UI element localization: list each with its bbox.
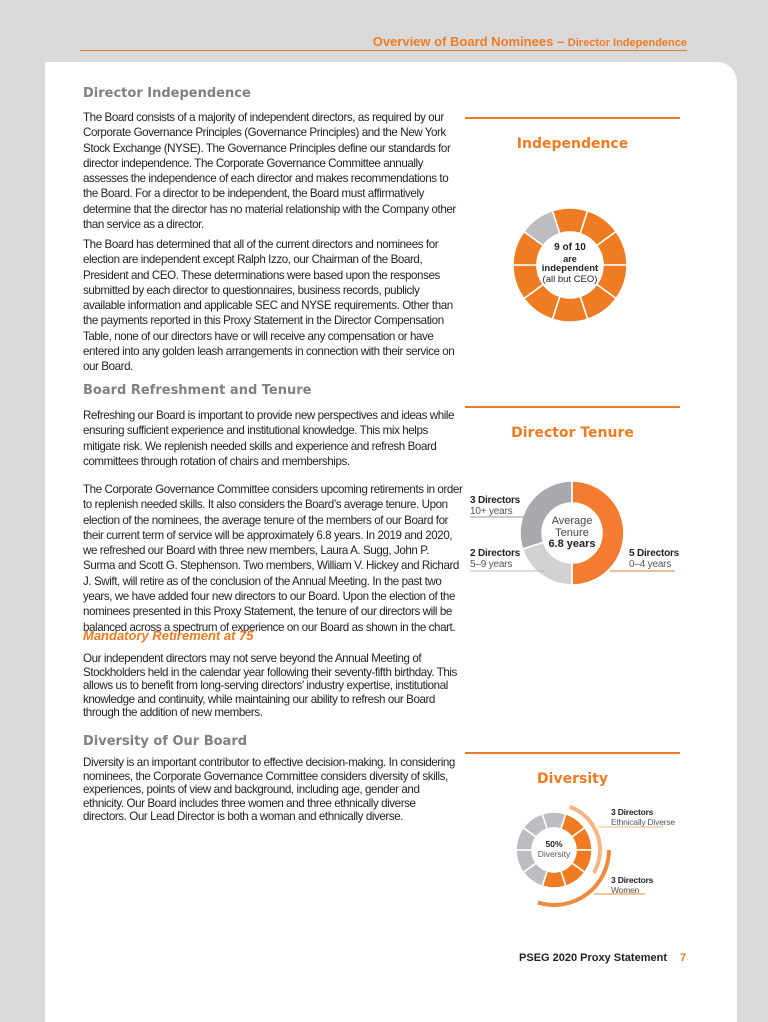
paragraph: Our independent directors may not serve … [83, 652, 457, 720]
tenure-center-text: Average Tenure 6.8 years [522, 515, 622, 551]
text-line: determine that the director has no mater… [83, 202, 456, 216]
text-line: election of the nominees, the average te… [83, 513, 449, 527]
donut-segment-tenure-2 [519, 480, 573, 551]
diversity-label-ethnic: 3 Directors Ethnically Diverse [611, 807, 675, 827]
center-line: Diversity [537, 848, 571, 859]
text-line: entered into any golden leash arrangemen… [83, 345, 455, 359]
header-separator: – [553, 34, 568, 49]
text-line: mitigate risk. We replenish needed skill… [83, 439, 437, 453]
text-line: ethnicity. Our Board includes three wome… [83, 796, 416, 810]
paragraph: Refreshing our Board is important to pro… [83, 408, 455, 469]
text-line: to replenish needed skills. It also cons… [83, 498, 448, 512]
paragraph: Diversity is an important contributor to… [83, 756, 455, 824]
text-line: Corporate Governance Principles (Governa… [83, 126, 446, 140]
text-line: we refreshed our Board with three new me… [83, 544, 429, 558]
tenure-title: Director Tenure [511, 425, 634, 441]
independence-center-text: 9 of 10 are independent (all but CEO) [520, 242, 620, 285]
label-range: 5–9 years [470, 559, 513, 570]
text-line: directors. Our Lead Director is both a w… [83, 810, 404, 824]
paragraph: The Board has determined that all of the… [83, 237, 455, 375]
header-rule [80, 50, 687, 51]
text-line: Refreshing our Board is important to pro… [83, 409, 455, 422]
independence-title: Independence [516, 136, 629, 152]
text-line: The Corporate Governance Committee consi… [83, 483, 463, 496]
center-line: Tenure [555, 526, 589, 539]
text-line: balanced across a spectrum of experience… [83, 620, 456, 634]
text-line: Our independent directors may not serve … [83, 652, 422, 665]
arc-ethnically-diverse [569, 804, 602, 874]
page-number: 7 [680, 952, 687, 964]
center-line: 6.8 years [548, 538, 596, 550]
text-line: election are independent except Ralph Iz… [83, 253, 423, 267]
center-line: are [563, 253, 577, 264]
text-line: nominees, the Corporate Governance Commi… [83, 769, 448, 783]
label-count: 2 Directors [470, 548, 521, 559]
text-line: knowledge and continuity, while maintain… [83, 692, 435, 706]
charts-layer [470, 207, 675, 907]
label-range: 0–4 years [629, 559, 672, 570]
diversity-center-text: 50% Diversity [524, 839, 584, 859]
text-line: allows us to benefit from long-serving d… [83, 679, 448, 693]
text-line: The Board consists of a majority of inde… [83, 111, 444, 124]
center-line: (all but CEO) [542, 273, 598, 285]
text-line: director independence. The Corporate Gov… [83, 156, 424, 170]
donut-segment-ceo [522, 209, 561, 247]
label-count: 3 Directors [611, 807, 654, 817]
center-line: independent [541, 263, 599, 274]
heading-diversity: Diversity of Our Board [83, 734, 248, 749]
text-line: Surma and Scott G. Stephenson. Two membe… [83, 559, 459, 573]
panel-rule [465, 406, 680, 408]
text-line: assesses the independence of each direct… [83, 172, 449, 186]
donut-segment-tenure-0 [571, 480, 625, 586]
label-count: 3 Directors [611, 875, 654, 885]
text-line: President and CEO. These determinations … [83, 268, 440, 282]
label-count: 5 Directors [629, 548, 680, 559]
paragraph: The Corporate Governance Committee consi… [83, 482, 463, 635]
heading-board-refreshment: Board Refreshment and Tenure [83, 383, 312, 398]
text-line: experiences, points of view and backgrou… [83, 783, 420, 797]
label-range: 10+ years [470, 506, 513, 517]
text-line: through the addition of new members. [83, 706, 263, 720]
text-line: their current term of service will be ap… [83, 528, 453, 542]
text-line: J. Swift, will retire as of the conclusi… [83, 574, 442, 588]
tenure-label-10plus: 3 Directors 10+ years [470, 495, 520, 517]
text-line: Stockholders held in the calendar year f… [83, 665, 457, 679]
panel-rule [465, 752, 680, 754]
diversity-title: Diversity [537, 771, 608, 787]
text-line: our Board. [83, 360, 133, 374]
text-line: Table, none of our directors have or wil… [83, 329, 434, 343]
text-line: Stock Exchange (NYSE). The Governance Pr… [83, 141, 451, 155]
text-line: Diversity is an important contributor to… [83, 756, 455, 769]
text-line: ensuring sufficient experience and insti… [83, 424, 428, 438]
tenure-label-5to9: 2 Directors 5–9 years [470, 548, 520, 570]
donut-segment-other [541, 811, 567, 831]
subheading-mandatory-retirement: Mandatory Retirement at 75 [83, 628, 254, 643]
text-line: The Board has determined that all of the… [83, 238, 439, 251]
text-line: committees through rotation of chairs an… [83, 454, 350, 468]
text-line: available information and applicable SEC… [83, 299, 453, 313]
label-group: Women [611, 884, 640, 895]
center-line: 9 of 10 [554, 242, 586, 253]
running-header: Overview of Board Nominees – Director In… [373, 34, 687, 49]
paragraph: The Board consists of a majority of inde… [83, 110, 456, 232]
text-line: the payments reported in this Proxy Stat… [83, 314, 444, 328]
center-line: Average [551, 515, 593, 527]
panel-rule [465, 117, 680, 119]
header-subsection: Director Independence [567, 37, 687, 49]
diversity-label-women: 3 Directors Women [611, 875, 654, 895]
text-line: nominees presented in this Proxy Stateme… [83, 605, 452, 619]
footer-title: PSEG 2020 Proxy Statement [519, 952, 667, 964]
label-count: 3 Directors [470, 495, 521, 506]
label-group: Ethnically Diverse [611, 816, 675, 827]
text-line: the Board. For a director to be independ… [83, 187, 424, 201]
text-line: than service as a director. [83, 218, 204, 232]
header-section: Overview of Board Nominees [372, 34, 554, 49]
tenure-label-0to4: 5 Directors 0–4 years [629, 548, 679, 570]
text-line: submitted by each director to questionna… [83, 283, 420, 297]
heading-director-independence: Director Independence [83, 86, 251, 101]
center-line: 50% [545, 839, 563, 849]
text-line: years, we have added four new directors … [83, 590, 455, 604]
